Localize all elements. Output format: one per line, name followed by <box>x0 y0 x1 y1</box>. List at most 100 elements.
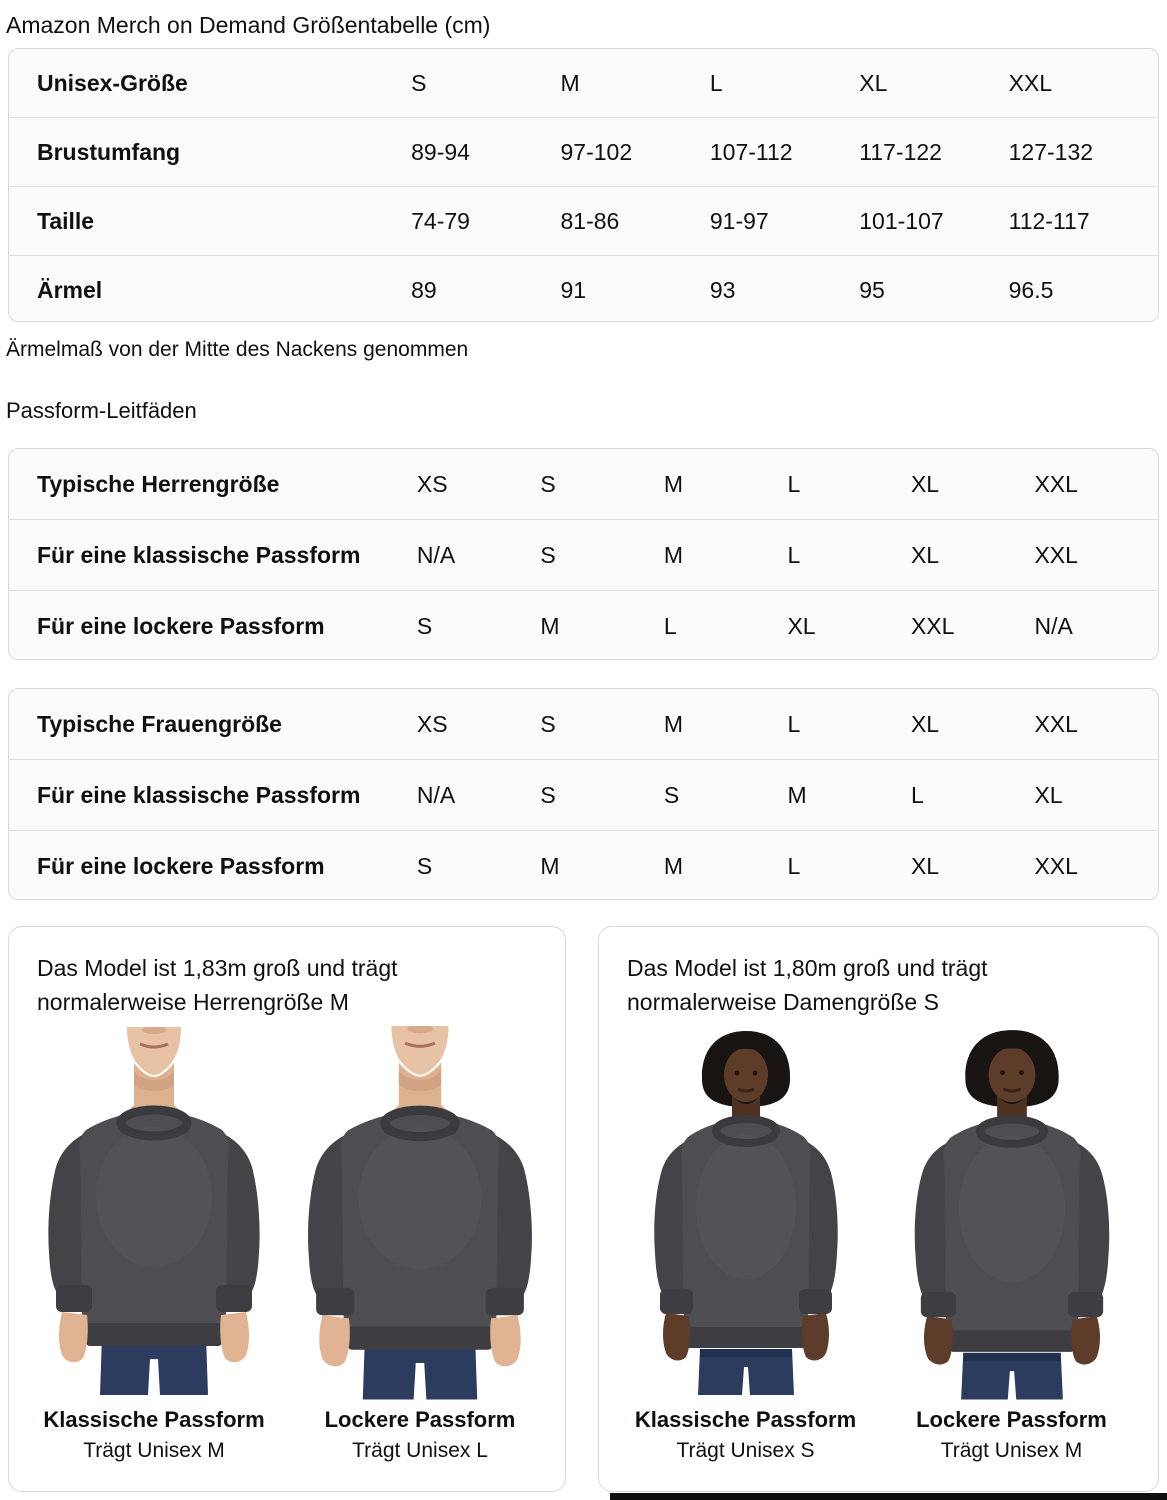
womens-fit-table: Typische Frauengröße XS S M L XL XXL Für… <box>8 688 1159 900</box>
fit-guides-title: Passform-Leitfäden <box>6 398 197 423</box>
cell-value: 96.5 <box>1008 276 1054 303</box>
table-row: Typische Herrengröße XS S M L XL XXL <box>9 449 1158 519</box>
table-row: Ärmel 89 91 93 95 96.5 <box>9 255 1158 321</box>
cell-value: M <box>560 69 580 96</box>
cell-value: XS <box>416 710 448 737</box>
cell-value: XXL <box>1008 69 1053 96</box>
row-label: Unisex-Größe <box>37 69 188 96</box>
table-row: Für eine klassische Passform N/A S M L X… <box>9 519 1158 590</box>
cell-value: 127-132 <box>1008 138 1094 165</box>
cell-value: 95 <box>859 276 885 303</box>
cell-value: 89 <box>411 276 437 303</box>
cell-value: S <box>416 612 433 639</box>
cell-value: XL <box>910 541 940 568</box>
mens-model-card: Das Model ist 1,83m groß und trägt norma… <box>8 926 566 1492</box>
cell-value: L <box>709 69 723 96</box>
photo-caption: Lockere Passform Trägt Unisex L <box>294 1405 546 1467</box>
cell-value: S <box>663 781 680 808</box>
cell-value: XL <box>787 612 816 639</box>
cell-value: S <box>416 852 433 879</box>
model-photo-loose-fit-female <box>885 1027 1138 1400</box>
cell-value: XXL <box>1034 470 1078 497</box>
size-worn-label: Trägt Unisex M <box>83 1439 225 1462</box>
row-label: Typische Frauengröße <box>37 710 282 737</box>
cell-value: XXL <box>1034 852 1078 879</box>
sleeve-measure-note: Ärmelmaß von der Mitte des Nackens genom… <box>6 338 469 361</box>
cell-value: 74-79 <box>411 207 470 234</box>
cell-value: 112-117 <box>1008 207 1090 234</box>
model-photo-classic-fit-male <box>28 1027 280 1395</box>
cell-value: N/A <box>416 541 456 568</box>
row-label: Für eine lockere Passform <box>37 612 325 639</box>
female-model-illustration <box>653 1031 838 1395</box>
model-description: Das Model ist 1,83m groß und trägt norma… <box>37 951 537 1019</box>
table-row: Für eine lockere Passform S M L XL XXL N… <box>9 590 1158 659</box>
womens-model-card: Das Model ist 1,80m groß und trägt norma… <box>598 926 1159 1492</box>
cell-value: XS <box>416 470 448 497</box>
cell-value: L <box>787 710 801 737</box>
male-model-illustration <box>48 1027 260 1395</box>
model-description-line1: Das Model ist 1,80m groß und trägt <box>627 955 988 981</box>
cell-value: N/A <box>1034 612 1073 639</box>
photo-caption: Lockere Passform Trägt Unisex M <box>886 1405 1138 1467</box>
cell-value: M <box>787 781 807 808</box>
cell-value: 81-86 <box>560 207 620 234</box>
row-label: Für eine klassische Passform <box>37 781 361 808</box>
fit-label: Klassische Passform <box>43 1407 265 1432</box>
page-title: Amazon Merch on Demand Größentabelle (cm… <box>6 12 491 38</box>
table-row: Für eine klassische Passform N/A S S M L… <box>9 759 1158 830</box>
table-row: Typische Frauengröße XS S M L XL XXL <box>9 689 1158 759</box>
size-worn-label: Trägt Unisex M <box>940 1439 1083 1462</box>
table-row: Unisex-Größe S M L XL XXL <box>9 49 1158 117</box>
size-worn-label: Trägt Unisex L <box>352 1439 488 1462</box>
cell-value: XXL <box>1034 710 1078 737</box>
model-description-line1: Das Model ist 1,83m groß und trägt <box>37 955 398 981</box>
bottom-cutoff-bar <box>610 1493 1167 1500</box>
cell-value: M <box>663 852 684 879</box>
cell-value: M <box>663 541 684 568</box>
cell-value: N/A <box>416 781 456 808</box>
model-photo-classic-fit-female <box>619 1027 872 1395</box>
cell-value: 101-107 <box>859 207 944 234</box>
cell-value: S <box>411 69 427 96</box>
male-model-illustration <box>308 1026 532 1400</box>
model-description-line2: normalerweise Herrengröße M <box>37 989 349 1015</box>
cell-value: 91 <box>560 276 587 303</box>
row-label: Typische Herrengröße <box>37 470 280 497</box>
photo-row <box>599 1027 1158 1400</box>
cell-value: L <box>787 470 801 497</box>
cell-value: XL <box>1034 781 1063 808</box>
row-label: Brustumfang <box>37 138 181 165</box>
caption-row: Klassische Passform Trägt Unisex M Locke… <box>9 1405 565 1467</box>
table-row: Taille 74-79 81-86 91-97 101-107 112-117 <box>9 186 1158 255</box>
model-description: Das Model ist 1,80m groß und trägt norma… <box>627 951 1130 1019</box>
cell-value: M <box>663 710 684 737</box>
model-photo-loose-fit-male <box>294 1026 546 1400</box>
model-description-line2: normalerweise Damengröße S <box>627 989 939 1015</box>
size-worn-label: Trägt Unisex S <box>676 1439 815 1462</box>
cell-value: M <box>540 852 560 879</box>
cell-value: M <box>663 470 684 497</box>
cell-value: 93 <box>709 276 736 303</box>
cell-value: S <box>540 781 556 808</box>
cell-value: L <box>787 541 801 568</box>
fit-label: Klassische Passform <box>634 1407 857 1432</box>
cell-value: 91-97 <box>709 207 769 234</box>
cell-value: S <box>540 541 556 568</box>
female-model-illustration <box>914 1030 1109 1400</box>
cell-value: XL <box>910 852 940 879</box>
mens-fit-table: Typische Herrengröße XS S M L XL XXL Für… <box>8 448 1159 660</box>
photo-caption: Klassische Passform Trägt Unisex M <box>28 1405 280 1467</box>
cell-value: S <box>540 470 556 497</box>
fit-label: Lockere Passform <box>916 1407 1107 1432</box>
unisex-size-table: Unisex-Größe S M L XL XXL Brustumfang 89… <box>8 48 1159 322</box>
cell-value: XXL <box>1034 541 1078 568</box>
cell-value: 117-122 <box>859 138 942 165</box>
cell-value: XL <box>859 69 888 96</box>
cell-value: 107-112 <box>709 138 793 165</box>
cell-value: L <box>787 852 801 879</box>
cell-value: L <box>663 612 677 639</box>
table-row: Für eine lockere Passform S M M L XL XXL <box>9 830 1158 899</box>
cell-value: M <box>540 612 560 639</box>
